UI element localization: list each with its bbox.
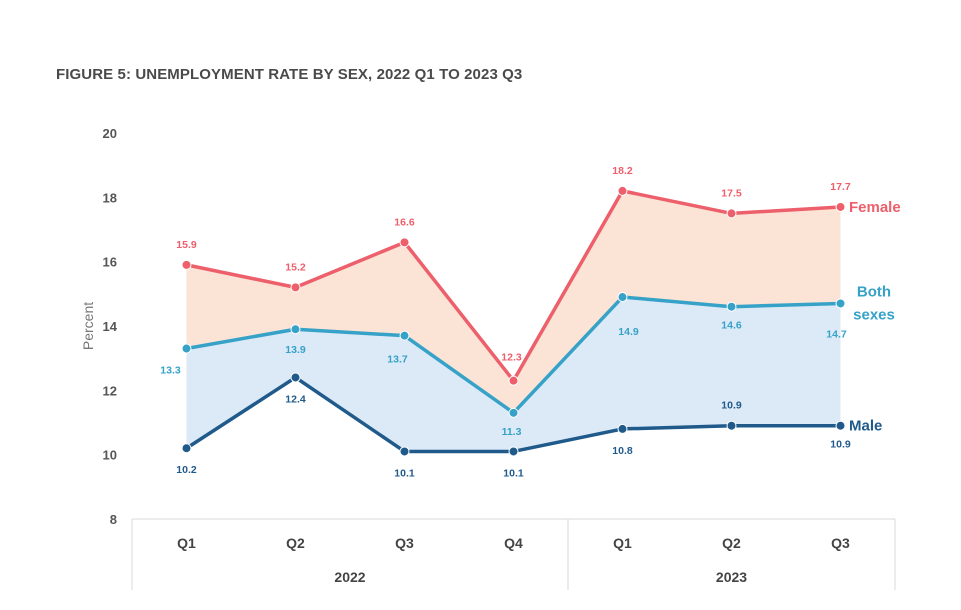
data-point [726,301,737,312]
y-axis-label: Percent [80,302,96,350]
y-tick-label: 10 [103,448,117,463]
data-label: 10.1 [394,467,415,479]
x-tick-label: Q4 [504,535,523,551]
data-label: 13.7 [387,354,408,366]
data-point [835,420,846,431]
data-label: 13.9 [285,344,306,356]
data-point [290,372,301,383]
data-point [399,237,410,248]
data-point [508,446,519,457]
x-tick-label: Q3 [395,535,414,551]
data-point [726,208,737,219]
data-label: 17.5 [721,187,742,199]
data-point [617,185,628,196]
data-point [617,292,628,303]
x-tick-label: Q2 [722,535,741,551]
data-label: 13.3 [160,365,181,377]
series-name-male: Male [849,418,882,435]
x-tick-label: Q3 [831,535,850,551]
data-label: 17.7 [830,181,851,193]
data-label: 14.9 [618,326,639,338]
y-tick-label: 14 [103,319,118,334]
data-label: 14.7 [826,328,847,340]
data-label: 12.3 [501,352,522,364]
y-tick-label: 8 [110,512,117,527]
data-point [181,259,192,270]
data-point [399,330,410,341]
data-point [508,407,519,418]
fill-band-upper [186,190,841,413]
data-label: 10.9 [721,400,742,412]
data-label: 10.1 [503,467,524,479]
data-point [835,298,846,309]
x-group-label: 2023 [716,569,747,585]
data-label: 10.2 [176,464,197,476]
data-label: 10.8 [612,445,633,457]
data-point [835,201,846,212]
data-label: 12.4 [285,393,306,405]
data-label: 15.2 [285,261,306,273]
x-tick-label: Q1 [177,535,196,551]
chart-title: FIGURE 5: UNEMPLOYMENT RATE BY SEX, 2022… [56,66,523,83]
x-group-label: 2022 [334,569,365,585]
series-name-both: Both [857,283,891,300]
x-tick-label: Q1 [613,535,632,551]
data-point [290,282,301,293]
data-label: 18.2 [612,165,633,177]
y-tick-label: 20 [103,126,117,141]
series-name-female: Female [849,199,901,216]
x-tick-label: Q2 [286,535,305,551]
data-point [290,324,301,335]
data-label: 15.9 [176,239,197,251]
series-name-both-cont: sexes [853,306,895,323]
data-point [726,420,737,431]
y-tick-label: 12 [103,383,117,398]
data-point [399,446,410,457]
data-point [508,375,519,386]
data-label: 11.3 [502,426,522,438]
data-point [181,443,192,454]
data-label: 14.6 [721,320,742,332]
y-tick-label: 18 [103,190,117,205]
y-tick-label: 16 [103,255,117,270]
data-point [617,423,628,434]
data-label: 16.6 [394,216,415,228]
data-label: 10.9 [830,439,851,451]
data-point [181,343,192,354]
